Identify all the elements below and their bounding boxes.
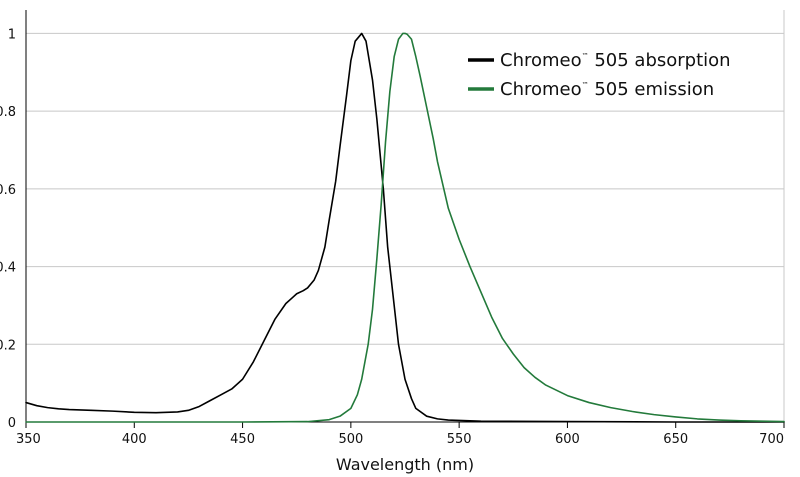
y-tick-label: 0 [8,416,16,431]
legend-label-emission: Chromeo™ 505 emission [500,79,714,100]
x-tick-label: 650 [663,432,688,447]
x-tick-label: 500 [338,432,363,447]
x-tick-label: 600 [555,432,580,447]
legend-label-absorption: Chromeo™ 505 absorption [500,50,731,71]
y-tick-label: 0.2 [0,338,16,353]
y-tick-label: 0.6 [0,183,16,198]
y-tick-label: 0.4 [0,261,16,276]
y-tick-label: 1 [8,27,16,42]
series-layer [25,32,785,423]
legend: Chromeo™ 505 absorption Chromeo™ 505 emis… [468,50,731,100]
series-line-absorption [25,32,785,423]
x-tick-label: 400 [122,432,147,447]
x-tick-label: 550 [447,432,472,447]
x-tick-label: 450 [230,432,255,447]
series-line-emission [25,32,785,423]
y-tick-label: 0.8 [0,105,16,120]
x-axis-title: Wavelength (nm) [336,455,474,474]
x-tick-label: 350 [16,432,41,447]
x-tick-label: 700 [759,432,784,447]
